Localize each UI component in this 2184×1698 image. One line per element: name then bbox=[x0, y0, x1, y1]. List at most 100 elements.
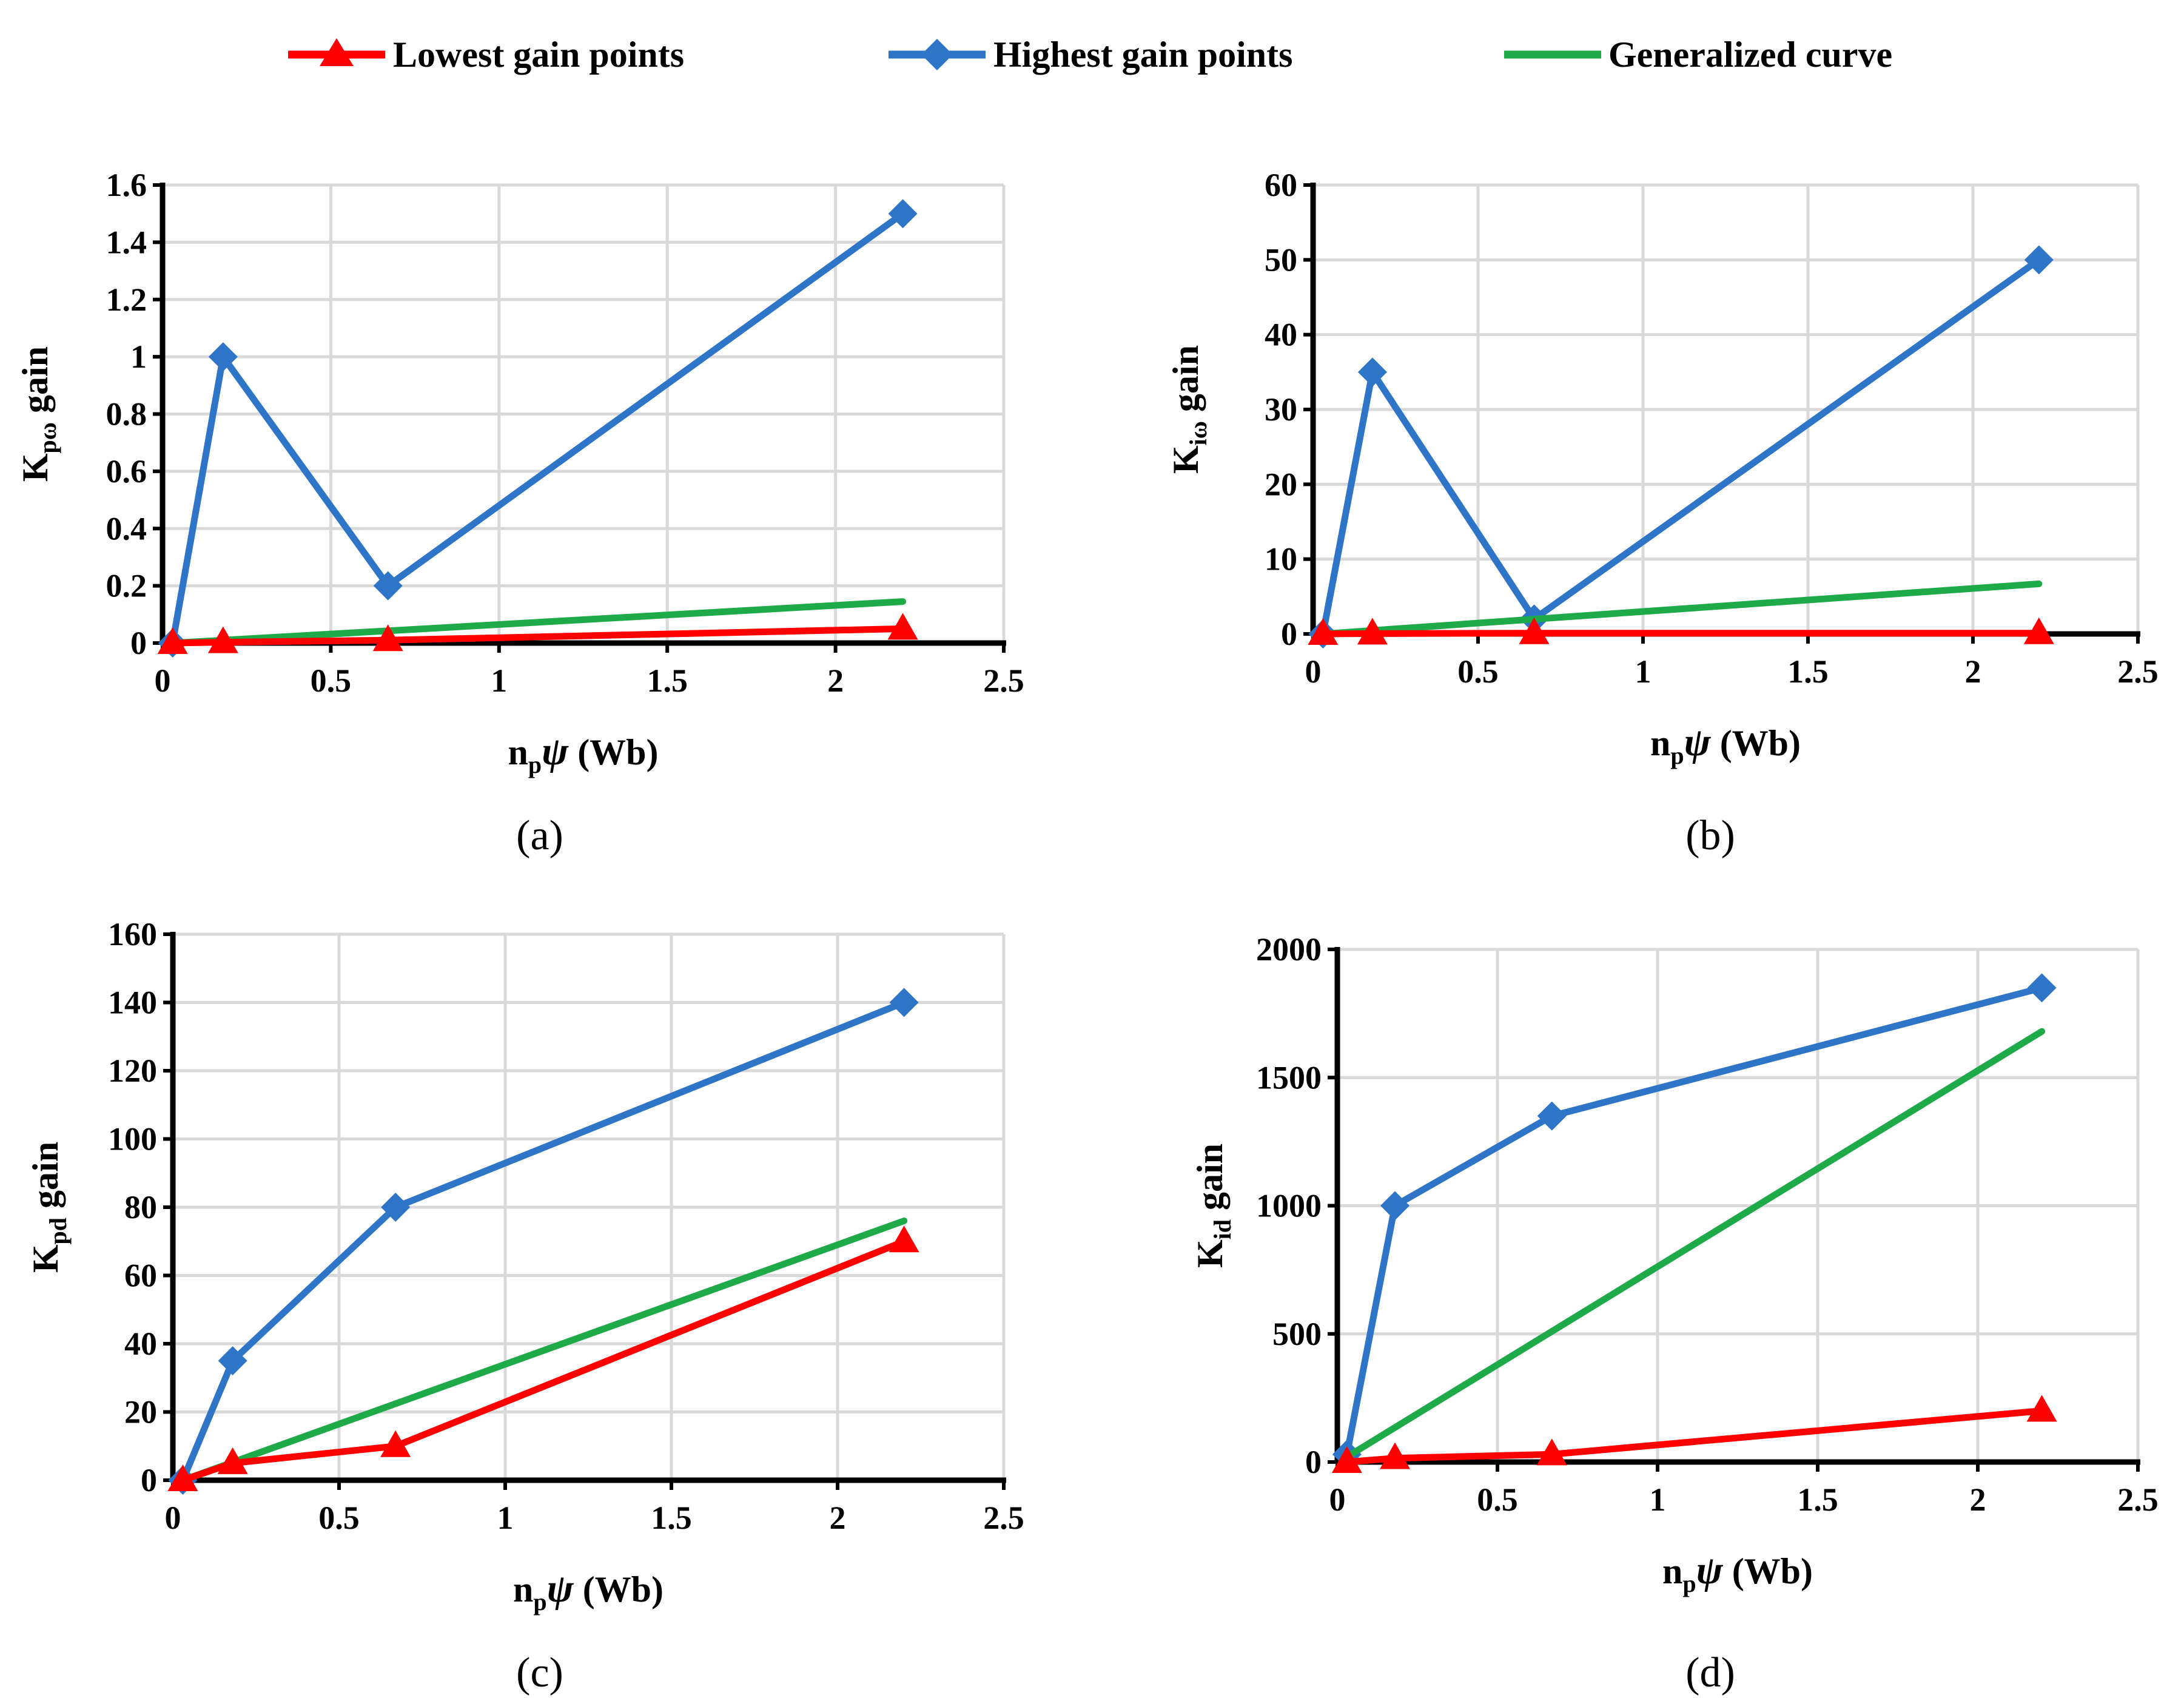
y-tick-label: 50 bbox=[1265, 241, 1297, 278]
series-line-lowest bbox=[179, 1238, 908, 1484]
data-point-highest bbox=[208, 342, 238, 372]
data-point-highest bbox=[373, 571, 403, 601]
series-highest bbox=[168, 988, 919, 1495]
series-line-lowest bbox=[169, 625, 907, 647]
data-point-lowest bbox=[2023, 617, 2054, 644]
legend-swatch-lowest-triangle-icon bbox=[320, 38, 354, 66]
y-axis-title-main: K bbox=[1166, 445, 1206, 474]
y-tick-label: 80 bbox=[124, 1189, 157, 1225]
y-axis-title-main: K bbox=[15, 453, 55, 482]
y-tick-label: 140 bbox=[108, 985, 157, 1021]
x-tick-label: 0.5 bbox=[1457, 653, 1499, 690]
y-tick-label: 100 bbox=[108, 1121, 157, 1157]
x-tick-label: 2 bbox=[1965, 653, 1981, 690]
x-axis-title-sub: p bbox=[1682, 1570, 1696, 1597]
y-axis-title-rest: gain bbox=[1190, 1144, 1230, 1219]
panel-label: (d) bbox=[1685, 1649, 1735, 1696]
y-tick-label: 0.2 bbox=[106, 568, 147, 604]
chart-panel-1: 0 0.5 1 1.5 2 2.5 0 10 20 30 40 50 60 Kiω gain npψ (Wb… bbox=[1166, 167, 2159, 859]
chart-panels: 0 0.5 1 1.5 2 2.5 0 0.2 0.4 0.6 0.8 1 1.2 1.4 1.6 Kpω g… bbox=[15, 167, 2159, 1696]
data-point-highest bbox=[888, 199, 918, 229]
series-lowest bbox=[1308, 617, 2054, 645]
data-point-lowest bbox=[167, 1464, 198, 1491]
x-axis-title-sub: p bbox=[528, 751, 542, 778]
y-tick-label: 0 bbox=[1305, 1444, 1322, 1480]
data-point-lowest bbox=[1519, 617, 1550, 644]
data-point-lowest bbox=[1357, 618, 1388, 645]
series-general bbox=[1343, 1028, 2046, 1461]
y-tick-label: 0.4 bbox=[106, 510, 147, 547]
y-tick-label: 40 bbox=[124, 1326, 157, 1362]
data-point-highest bbox=[218, 1346, 247, 1376]
y-axis-title-rest: gain bbox=[1166, 345, 1206, 421]
y-tick-label: 60 bbox=[124, 1258, 157, 1294]
x-tick-label: 2.5 bbox=[2117, 1481, 2159, 1518]
x-axis-title-psi: ψ bbox=[1696, 1548, 1724, 1592]
x-axis-title-main: n bbox=[513, 1569, 533, 1609]
y-tick-label: 0.8 bbox=[106, 396, 147, 433]
x-tick-label: 2.5 bbox=[983, 662, 1024, 699]
data-point-lowest bbox=[207, 626, 238, 653]
x-tick-label: 2.5 bbox=[2117, 653, 2159, 690]
series-lowest bbox=[167, 1225, 919, 1491]
y-tick-label: 1500 bbox=[1256, 1059, 1322, 1096]
series-line-lowest bbox=[1319, 630, 2043, 638]
series-highest bbox=[158, 199, 918, 658]
x-axis-title-rest: (Wb) bbox=[568, 732, 658, 772]
y-tick-label: 120 bbox=[108, 1053, 157, 1089]
x-axis-title-rest: (Wb) bbox=[1723, 1551, 1813, 1591]
data-point-lowest bbox=[1380, 1442, 1411, 1469]
y-tick-label: 500 bbox=[1272, 1316, 1322, 1352]
legend: Lowest gain points Highest gain points G… bbox=[288, 35, 1892, 75]
x-tick-label: 1 bbox=[1650, 1481, 1666, 1518]
legend-swatch-highest-diamond-icon bbox=[921, 39, 953, 70]
series-general bbox=[1319, 580, 2043, 638]
chart-panel-0: 0 0.5 1 1.5 2 2.5 0 0.2 0.4 0.6 0.8 1 1.2 1.4 1.6 Kpω g… bbox=[15, 167, 1024, 859]
data-point-highest bbox=[2027, 973, 2057, 1003]
x-tick-label: 1.5 bbox=[1797, 1481, 1838, 1518]
x-tick-label: 0 bbox=[165, 1500, 181, 1536]
y-tick-label: 1000 bbox=[1256, 1188, 1322, 1224]
y-axis-title: Kpω gain bbox=[15, 346, 61, 482]
x-tick-label: 1.5 bbox=[1787, 653, 1829, 690]
series-line-highest bbox=[169, 210, 907, 647]
y-axis-title: Kiω gain bbox=[1166, 345, 1212, 474]
x-tick-label: 0.5 bbox=[1477, 1481, 1518, 1518]
series-line-general bbox=[1319, 580, 2043, 638]
series-line-general bbox=[169, 598, 907, 647]
y-tick-label: 60 bbox=[1265, 167, 1297, 203]
y-axis-title-sub: pd bbox=[44, 1218, 72, 1245]
x-tick-label: 1.5 bbox=[651, 1500, 692, 1536]
x-tick-label: 1.5 bbox=[647, 662, 688, 699]
series-lowest bbox=[157, 613, 918, 654]
x-tick-label: 0.5 bbox=[318, 1500, 360, 1536]
x-tick-label: 0 bbox=[155, 662, 171, 699]
y-tick-label: 0 bbox=[141, 1462, 157, 1498]
data-point-lowest bbox=[372, 624, 403, 652]
x-tick-label: 2 bbox=[830, 1500, 846, 1536]
legend-label-general: Generalized curve bbox=[1608, 35, 1892, 75]
x-axis-title-sub: p bbox=[533, 1588, 546, 1615]
y-tick-label: 10 bbox=[1265, 541, 1297, 578]
legend-item-general: Generalized curve bbox=[1504, 35, 1892, 75]
series-line-highest bbox=[1319, 256, 2043, 638]
panel-label: (a) bbox=[516, 812, 563, 859]
x-axis-title-psi: ψ bbox=[1684, 720, 1712, 764]
x-tick-label: 2 bbox=[827, 662, 844, 699]
series-highest bbox=[1332, 973, 2057, 1469]
y-axis-title-rest: gain bbox=[15, 346, 55, 422]
y-tick-label: 20 bbox=[124, 1394, 157, 1430]
y-tick-label: 160 bbox=[108, 916, 157, 952]
y-axis-title: Kid gain bbox=[1190, 1144, 1236, 1268]
x-tick-label: 1 bbox=[497, 1500, 514, 1536]
x-axis-title-sub: p bbox=[1670, 742, 1684, 769]
x-tick-label: 2.5 bbox=[983, 1500, 1024, 1536]
series-line-lowest bbox=[1343, 1407, 2046, 1466]
data-point-highest bbox=[1380, 1191, 1410, 1221]
x-tick-label: 2 bbox=[1970, 1481, 1986, 1518]
data-point-lowest bbox=[2026, 1395, 2057, 1422]
series-general bbox=[169, 598, 907, 647]
data-point-lowest bbox=[889, 1225, 919, 1253]
legend-label-lowest: Lowest gain points bbox=[393, 35, 684, 75]
